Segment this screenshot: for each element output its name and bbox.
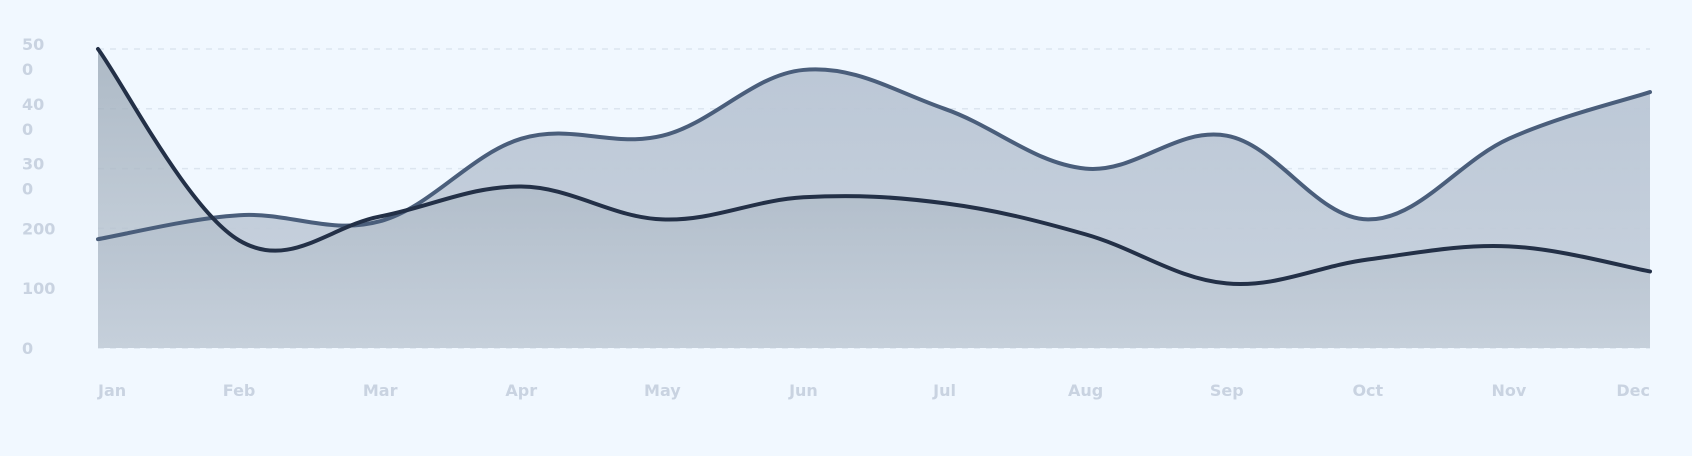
y-tick-label-line: 0 <box>22 60 33 79</box>
y-tick-label: 50 0 <box>22 35 44 79</box>
x-tick-label-feb: Feb <box>223 381 256 400</box>
y-tick-label-line: 30 <box>22 155 44 174</box>
x-tick-label-oct: Oct <box>1352 381 1383 400</box>
y-tick-label: 40 0 <box>22 95 44 139</box>
y-tick-label-line: 200 <box>22 219 55 238</box>
x-axis-ticks: Jan Feb Mar Apr May Jun Jul Aug Sep Oct Nov Dec <box>97 381 1650 400</box>
x-tick-label-jul: Jul <box>932 381 956 400</box>
x-tick-label-nov: Nov <box>1492 381 1527 400</box>
series-0-line <box>96 67 1652 242</box>
y-tick-label: 0 <box>22 339 33 358</box>
y-tick-label-line: 100 <box>22 279 55 298</box>
x-tick-label-apr: Apr <box>505 381 537 400</box>
x-tick-label-sep: Sep <box>1210 381 1244 400</box>
x-tick-label-may: May <box>644 381 681 400</box>
y-tick-label: 30 0 <box>22 155 44 199</box>
series-1-line <box>96 47 1652 287</box>
x-tick-label-mar: Mar <box>363 381 398 400</box>
y-tick-label: 100 <box>22 279 55 298</box>
x-tick-label-jan: Jan <box>97 381 126 400</box>
y-tick-label: 200 <box>22 219 55 238</box>
y-tick-label-line: 50 <box>22 35 44 54</box>
y-tick-label-line: 0 <box>22 339 33 358</box>
y-tick-label-line: 40 <box>22 95 44 114</box>
series-lines <box>96 47 1652 287</box>
y-tick-label-line: 0 <box>22 180 33 199</box>
x-tick-label-jun: Jun <box>788 381 818 400</box>
x-tick-label-aug: Aug <box>1068 381 1103 400</box>
x-tick-label-dec: Dec <box>1616 381 1650 400</box>
y-tick-label-line: 0 <box>22 120 33 139</box>
